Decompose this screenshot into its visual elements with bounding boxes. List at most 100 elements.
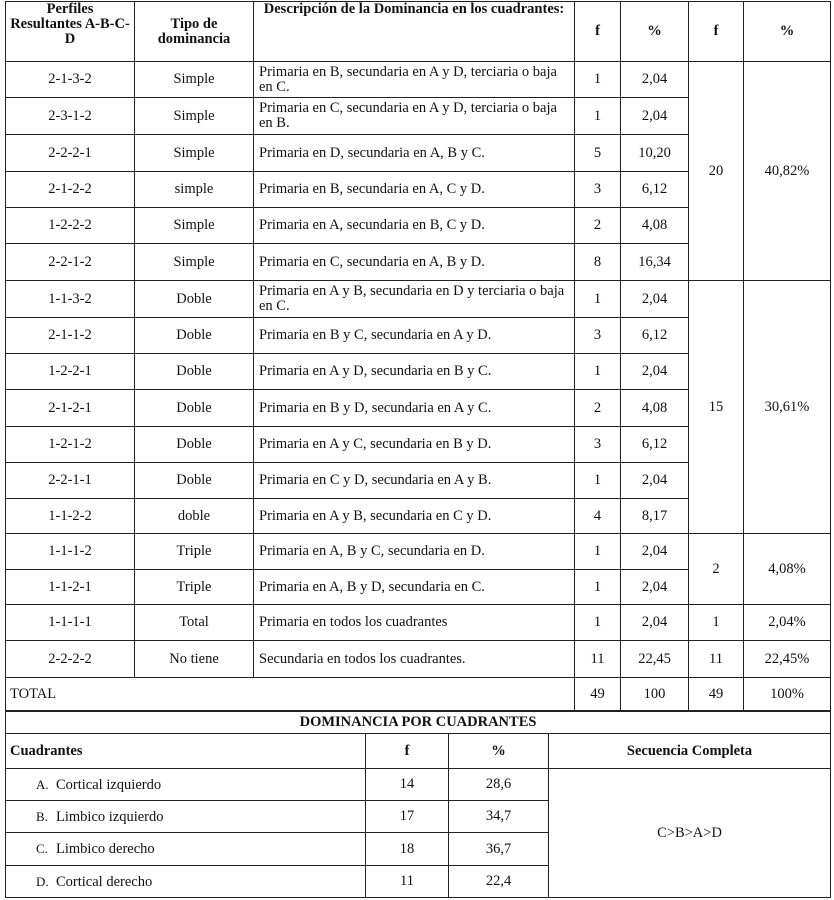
description-cell: Primaria en B y C, secundaria en A y D.	[253, 317, 575, 354]
percent-cell: 6,12	[620, 317, 689, 354]
frequency-cell: 3	[574, 317, 621, 354]
percent-cell: 2,04	[620, 61, 689, 98]
total-label: TOTAL	[5, 677, 575, 711]
header-cuadrantes: Cuadrantes	[5, 733, 366, 769]
frequency-cell: 1	[574, 97, 621, 135]
quadrant-letter: D.	[36, 873, 49, 889]
dominance-type-cell: Doble	[134, 462, 254, 499]
description-cell: Primaria en A, B y D, secundaria en C.	[253, 569, 575, 605]
group-frequency-cell: 15	[688, 280, 744, 534]
frequency-cell: 1	[574, 533, 621, 570]
profile-cell: 2-1-3-2	[5, 61, 135, 98]
description-cell: Primaria en A y C, secundaria en B y D.	[253, 426, 575, 463]
quadrant-row: D. Cortical derecho 11 22,4	[5, 865, 831, 898]
quadrant-percent-cell: 28,6	[448, 768, 549, 801]
frequency-cell: 3	[574, 171, 621, 208]
quadrant-name: Limbico derecho	[56, 841, 155, 857]
table-row: 2-3-1-2 Simple Primaria en C, secundaria e…	[5, 97, 831, 135]
total-pct: 100	[620, 677, 689, 711]
profile-cell: 1-2-2-2	[5, 207, 135, 244]
total-group-pct: 100%	[743, 677, 831, 711]
quadrant-frequency-cell: 11	[365, 865, 449, 898]
description-cell: Primaria en B, secundaria en A, C y D.	[253, 171, 575, 208]
quadrant-row: C. Limbico derecho 18 36,7	[5, 832, 831, 866]
dominance-type-cell: Triple	[134, 569, 254, 605]
quadrant-percent-cell: 22,4	[448, 865, 549, 898]
table-row: 2-2-2-1 Simple Primaria en D, secundaria e…	[5, 134, 831, 172]
quadrant-name: Cortical derecho	[56, 873, 153, 890]
quadrant-header-row: Cuadrantes f % Secuencia Completa	[5, 733, 832, 769]
header-group-pct: %	[743, 1, 831, 62]
description-cell: Primaria en D, secundaria en A, B y C.	[253, 134, 575, 172]
table-row: 2-1-3-2 Simple Primaria en B, secundaria e…	[5, 61, 831, 281]
frequency-cell: 1	[574, 569, 621, 605]
percent-cell: 4,08	[620, 207, 689, 244]
quadrant-letter: B.	[36, 808, 48, 824]
header-group-f: f	[688, 1, 744, 62]
percent-cell: 2,04	[620, 533, 689, 570]
profile-cell: 1-2-2-1	[5, 353, 135, 390]
profile-cell: 2-2-1-1	[5, 462, 135, 499]
percent-cell: 4,08	[620, 389, 689, 427]
table-row: 2-1-1-2 Doble Primaria en B y C, secundari…	[5, 317, 831, 354]
frequency-cell: 1	[574, 462, 621, 499]
frequency-cell: 5	[574, 134, 621, 172]
percent-cell: 10,20	[620, 134, 689, 172]
table-row: 1-1-3-2 Doble Primaria en A y B, secundari…	[5, 280, 831, 534]
total-group-f: 49	[688, 677, 744, 711]
frequency-cell: 4	[574, 498, 621, 534]
dominance-type-cell: Simple	[134, 97, 254, 135]
quadrant-letter: C.	[36, 841, 48, 856]
frequency-cell: 1	[574, 280, 621, 318]
dominance-type-cell: Simple	[134, 243, 254, 281]
dominance-type-cell: Doble	[134, 426, 254, 463]
dominance-type-cell: Simple	[134, 207, 254, 244]
dominance-type-cell: simple	[134, 171, 254, 208]
percent-cell: 6,12	[620, 426, 689, 463]
description-cell: Primaria en C y D, secundaria en A y B.	[253, 462, 575, 499]
quadrant-frequency-cell: 17	[365, 800, 449, 833]
quadrant-name: Cortical izquierdo	[56, 776, 162, 793]
dominance-profiles-table: Perfiles Resultantes A-B-C-D Tipo de dom…	[5, 1, 831, 711]
title-row: DOMINANCIA POR CUADRANTES	[4, 711, 832, 734]
table-row: 1-1-2-2 doble Primaria en A y B, secundari…	[5, 498, 831, 534]
group-percent-cell: 40,82%	[743, 61, 831, 281]
quadrant-name-cell: D. Cortical derecho	[5, 865, 366, 898]
percent-cell: 2,04	[620, 569, 689, 605]
quadrant-table-title: DOMINANCIA POR CUADRANTES	[4, 711, 832, 734]
group-frequency-cell: 20	[688, 61, 744, 281]
group-percent-cell: 30,61%	[743, 280, 831, 534]
profile-cell: 2-1-2-2	[5, 171, 135, 208]
header-perfiles: Perfiles Resultantes A-B-C-D	[5, 1, 135, 62]
profile-cell: 2-1-2-1	[5, 389, 135, 427]
quadrant-name-cell: B. Limbico izquierdo	[5, 800, 366, 833]
quadrant-name: Limbico izquierdo	[56, 808, 164, 825]
sequence-cell: C>B>A>D	[547, 768, 832, 898]
group-frequency-cell: 1	[688, 604, 744, 641]
percent-cell: 22,45	[620, 640, 689, 678]
table-row: 1-2-2-2 Simple Primaria en A, secundaria e…	[5, 207, 831, 244]
quadrant-percent-cell: 34,7	[448, 800, 549, 833]
profile-cell: 2-2-2-2	[5, 640, 135, 678]
group-frequency-cell: 2	[688, 533, 744, 605]
quadrant-percent-cell: 36,7	[448, 832, 549, 866]
description-cell: Primaria en todos los cuadrantes	[253, 604, 575, 641]
quadrant-dominance-table: DOMINANCIA POR CUADRANTES Cuadrantes f %…	[4, 711, 832, 898]
frequency-cell: 1	[574, 604, 621, 641]
total-row: TOTAL 49 100 49 100%	[5, 677, 831, 711]
profile-cell: 1-1-3-2	[5, 280, 135, 318]
percent-cell: 2,04	[620, 462, 689, 499]
dominance-type-cell: Doble	[134, 389, 254, 427]
description-cell: Primaria en A, B y C, secundaria en D.	[253, 533, 575, 570]
frequency-cell: 3	[574, 426, 621, 463]
description-cell: Primaria en A y D, secundaria en B y C.	[253, 353, 575, 390]
frequency-cell: 1	[574, 353, 621, 390]
group-percent-cell: 4,08%	[743, 533, 831, 605]
table-row: 2-1-2-2 simple Primaria en B, secundaria e…	[5, 171, 831, 208]
profile-cell: 1-1-2-2	[5, 498, 135, 534]
header-f: f	[365, 733, 449, 769]
table-row: 1-1-2-1 Triple Primaria en A, B y D, secun…	[5, 569, 831, 605]
table-row: 2-2-2-2 No tiene Secundaria en todos los c…	[5, 640, 831, 678]
header-pct: %	[448, 733, 549, 769]
quadrant-name-cell: C. Limbico derecho	[5, 832, 366, 866]
